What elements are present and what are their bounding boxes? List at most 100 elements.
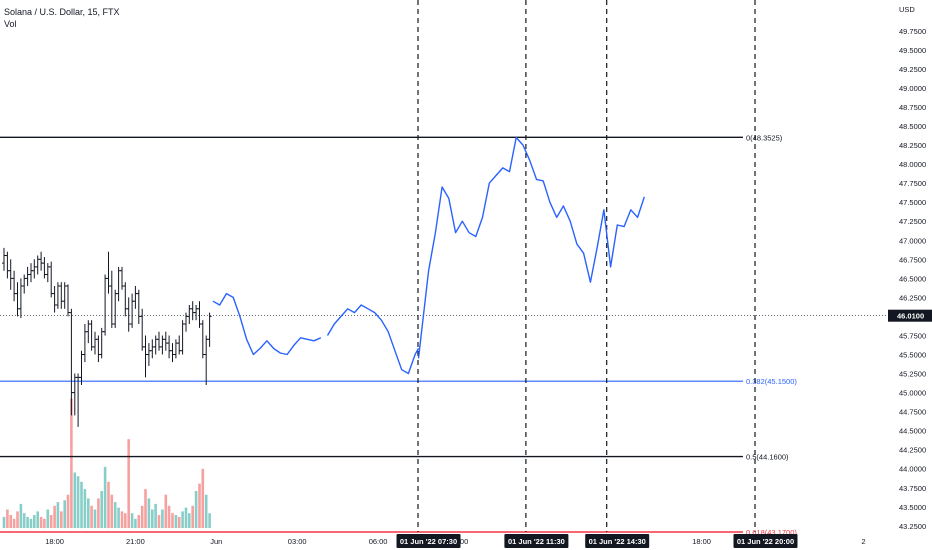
volume-bar (46, 509, 50, 528)
price-tick-label: 44.5000 (899, 427, 926, 436)
volume-bar (43, 518, 46, 529)
volume-bar (167, 505, 171, 528)
moving-average-line[interactable] (326, 304, 420, 375)
volume-bar (83, 489, 87, 528)
volume-bar (93, 509, 97, 528)
currency-label: USD (899, 5, 915, 14)
volume-bar (26, 516, 29, 528)
price-tick-label: 47.7500 (899, 179, 926, 188)
volume-bar (171, 513, 174, 528)
fibonacci-levels: 0(48.3525) 0.382(45.1500) 0.5(44.1600) 0.61… (0, 133, 886, 537)
volume-bar (12, 518, 16, 529)
fib-level-label: 0.618(43.1700) (746, 528, 797, 537)
fib-level-label: 0(48.3525) (746, 133, 783, 142)
time-tick-label: Jun (210, 537, 222, 546)
price-tick-label: 47.0000 (899, 236, 926, 245)
last-price-value: 46.0100 (897, 312, 924, 321)
volume-bars (2, 398, 211, 529)
volume-bar (80, 481, 83, 529)
volume-bar (137, 515, 141, 528)
time-marker-badge (396, 534, 461, 548)
volume-bar (191, 505, 194, 528)
chart-legend: Solana / U.S. Dollar, 15, FTX Vol (4, 6, 120, 30)
volume-bar (144, 489, 147, 528)
volume-bar (56, 502, 60, 528)
price-tick-label: 49.5000 (899, 46, 926, 55)
fib-level-label: 0.5(44.1600) (746, 453, 789, 462)
price-tick-label: 46.2500 (899, 293, 926, 302)
time-tick-label: 2 (861, 537, 865, 546)
price-tick-label: 45.7500 (899, 332, 926, 341)
price-tick-label: 44.0000 (899, 465, 926, 474)
line-drawings (212, 136, 645, 375)
price-tick-label: 49.7500 (899, 27, 926, 36)
price-tick-label: 45.0000 (899, 389, 926, 398)
volume-bar (33, 515, 36, 528)
volume-indicator-label[interactable]: Vol (4, 19, 17, 29)
price-tick-label: 43.2500 (899, 522, 926, 531)
volume-bar (36, 511, 39, 528)
price-tick-label: 45.5000 (899, 351, 926, 360)
symbol-title[interactable]: Solana / U.S. Dollar, 15, FTX (4, 7, 120, 17)
volume-bar (184, 507, 188, 528)
volume-bar (157, 515, 161, 528)
volume-bar (154, 503, 157, 528)
volume-bar (29, 518, 33, 529)
last-price-badge (888, 309, 932, 322)
volume-bar (113, 502, 117, 528)
volume-bar (39, 516, 43, 528)
volume-bar (2, 516, 6, 528)
volume-bar (103, 466, 107, 528)
volume-bar (140, 505, 144, 528)
time-marker-badge (733, 534, 798, 548)
price-tick-label: 43.5000 (899, 503, 926, 512)
price-tick-label: 46.5000 (899, 274, 926, 283)
volume-bar (66, 494, 70, 528)
volume-bar (147, 498, 151, 528)
vertical-time-markers (417, 0, 756, 532)
volume-bar (201, 468, 205, 528)
fib-level-label: 0.382(45.1500) (746, 377, 797, 386)
time-marker-label: 01 Jun '22 14:30 (589, 537, 646, 546)
ohlc-bars (2, 247, 212, 427)
volume-bar (60, 511, 63, 528)
volume-bar (208, 513, 211, 528)
time-tick-label: 18:00 (692, 537, 711, 546)
volume-bar (204, 494, 208, 528)
time-tick-label: 18:00 (45, 537, 64, 546)
time-tick-label: 03:00 (288, 537, 307, 546)
volume-bar (9, 515, 12, 528)
volume-bar (73, 472, 77, 528)
time-marker-label: 01 Jun '22 07:30 (400, 537, 457, 546)
time-marker-badge (504, 534, 569, 548)
time-tick-label: 21:00 (126, 537, 145, 546)
price-tick-label: 46.7500 (899, 255, 926, 264)
volume-bar (19, 503, 23, 528)
price-axis[interactable]: USD 49.7500 49.5000 49.2500 49.0000 48.7500 48… (888, 5, 932, 531)
price-tick-label: 45.2500 (899, 370, 926, 379)
price-projection-line[interactable] (417, 136, 645, 359)
moving-average-line[interactable] (212, 292, 322, 356)
price-tick-label: 48.5000 (899, 122, 926, 131)
volume-bar (188, 513, 191, 528)
volume-bar (134, 518, 137, 529)
volume-bar (16, 511, 19, 528)
price-tick-label: 43.7500 (899, 484, 926, 493)
volume-bar (174, 515, 178, 528)
price-tick-label: 48.7500 (899, 103, 926, 112)
volume-bar (120, 511, 124, 528)
volume-bar (49, 515, 53, 528)
volume-bar (76, 476, 80, 528)
volume-bar (161, 509, 164, 528)
volume-bar (124, 513, 127, 528)
price-tick-label: 48.0000 (899, 160, 926, 169)
price-tick-label: 48.2500 (899, 141, 926, 150)
volume-bar (177, 516, 181, 528)
price-tick-label: 47.5000 (899, 198, 926, 207)
volume-bar (110, 494, 114, 528)
volume-bar (181, 511, 184, 528)
volume-bar (164, 494, 168, 528)
price-tick-label: 49.0000 (899, 84, 926, 93)
